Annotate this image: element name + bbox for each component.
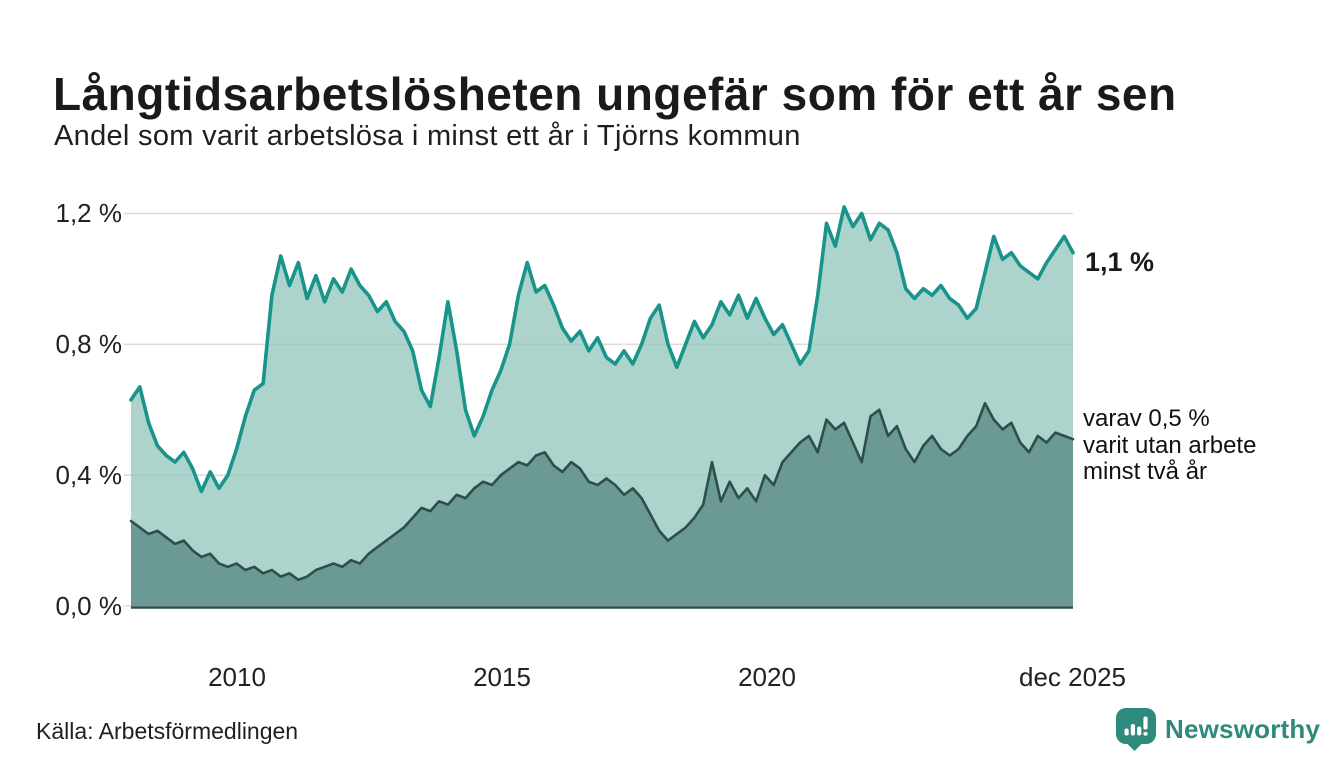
secondary-value-line: varit utan arbete [1083,431,1257,459]
page-subtitle: Andel som varit arbetslösa i minst ett å… [54,120,801,152]
x-axis-label: 2015 [473,662,531,692]
y-axis-label: 0,0 % [55,591,123,621]
x-axis-label: dec 2025 [1019,662,1126,692]
y-axis-label: 0,4 % [55,460,123,490]
source-note: Källa: Arbetsförmedlingen [36,718,299,744]
page-title: Långtidsarbetslösheten ungefär som för e… [53,67,1177,120]
x-axis-label: 2020 [738,662,796,692]
y-axis-label: 1,2 % [55,198,123,228]
y-axis-label: 0,8 % [55,329,123,359]
newsworthy-logo-icon [1116,708,1156,751]
secondary-value-line: minst två år [1083,458,1208,485]
secondary-value-line: varav 0,5 % [1083,405,1210,432]
newsworthy-wordmark: Newsworthy [1165,714,1321,744]
x-axis-label: 2010 [208,662,266,692]
newsworthy-logo: Newsworthy [1116,708,1320,751]
end-value-label: 1,1 % [1085,247,1155,277]
secondary-value-label: varav 0,5 % varit utan arbete minst två … [1083,405,1257,486]
